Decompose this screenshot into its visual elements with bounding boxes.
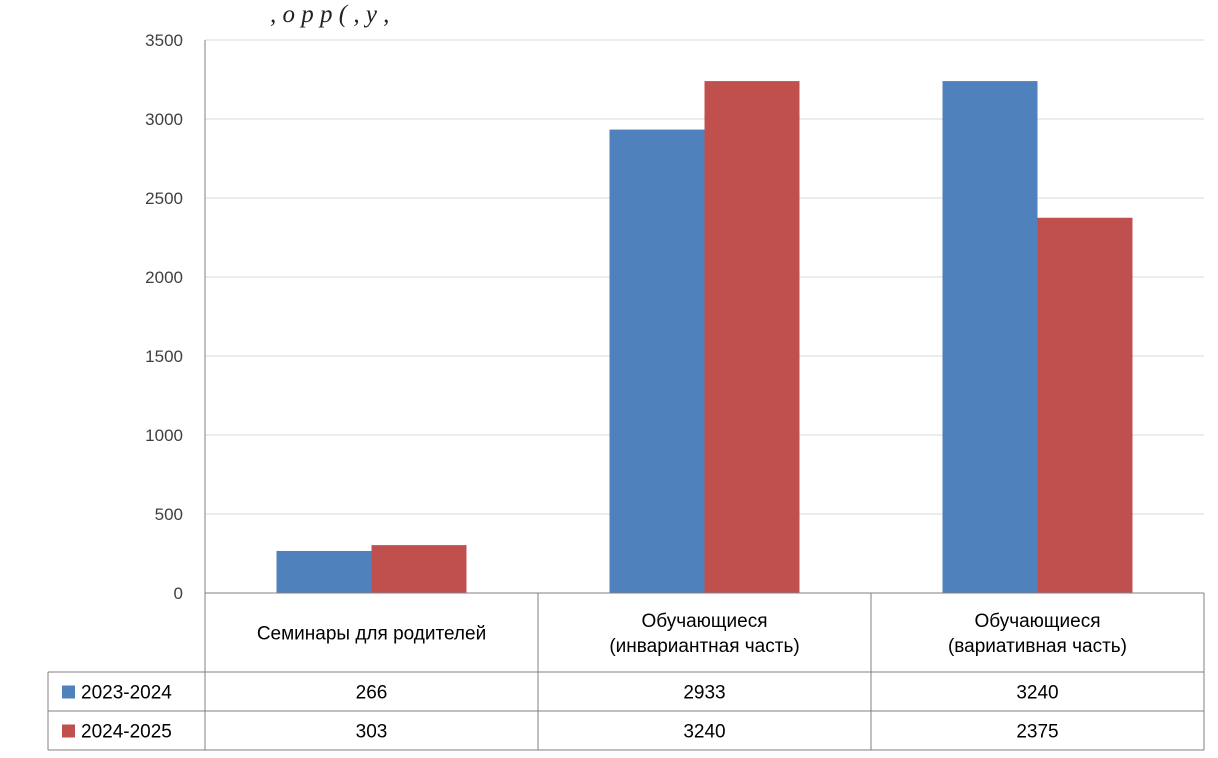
data-label: 2933 <box>683 683 725 704</box>
bar-2024-2025-2 <box>704 81 800 593</box>
chart-caption: , о р р ( , у , <box>270 1 389 28</box>
data-label: 3240 <box>1016 683 1058 704</box>
bar-2023-2024-1 <box>276 550 372 593</box>
bar-2024-2025-3 <box>1037 217 1133 593</box>
data-label: 3240 <box>683 722 725 743</box>
y-tick-label: 3000 <box>145 110 183 129</box>
y-tick-label: 500 <box>155 505 183 524</box>
data-label: 266 <box>356 683 388 704</box>
category-label: Обучающиеся <box>641 611 767 632</box>
legend-key-2023-2024 <box>62 685 75 699</box>
category-label: (инвариантная часть) <box>609 636 799 657</box>
data-table: Семинары для родителей Обучающиеся (инвари… <box>47 592 1205 751</box>
y-tick-label: 1000 <box>145 426 183 445</box>
legend-label: 2023-2024 <box>81 683 172 704</box>
legend-label: 2024-2025 <box>81 722 172 743</box>
data-label: 303 <box>356 722 388 743</box>
bars <box>276 81 1133 593</box>
y-tick-label: 2500 <box>145 189 183 208</box>
y-tick-label: 0 <box>174 584 183 603</box>
legend-key-2024-2025 <box>62 724 75 738</box>
y-tick-label: 1500 <box>145 347 183 366</box>
category-label: (вариативная часть) <box>948 636 1127 657</box>
y-axis: 0 500 1000 1500 2000 2500 3000 3500 <box>145 31 206 603</box>
data-label: 2375 <box>1016 722 1058 743</box>
bar-2024-2025-1 <box>371 545 467 593</box>
bar-2023-2024-3 <box>942 81 1038 593</box>
bar-2023-2024-2 <box>609 129 705 593</box>
category-label: Обучающиеся <box>974 611 1100 632</box>
y-tick-label: 3500 <box>145 31 183 50</box>
y-tick-label: 2000 <box>145 268 183 287</box>
category-label: Семинары для родителей <box>257 624 486 645</box>
